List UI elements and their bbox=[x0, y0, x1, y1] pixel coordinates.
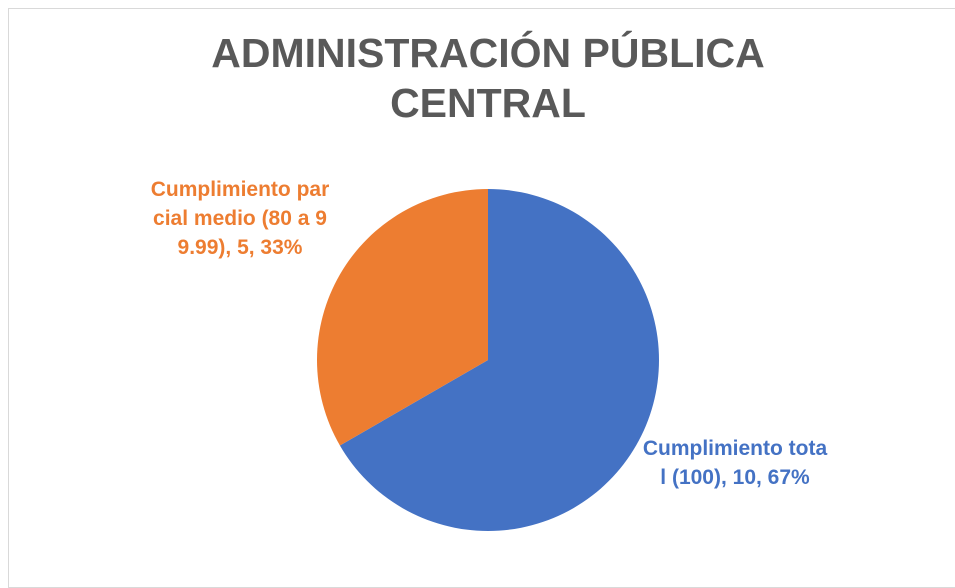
pie-slice bbox=[317, 189, 488, 446]
pie-slice bbox=[339, 189, 659, 531]
data-label: Cumplimiento parcial medio (80 a 99.99),… bbox=[150, 178, 330, 259]
data-label: Cumplimiento total (100), 10, 67% bbox=[642, 437, 828, 489]
chart-title: ADMINISTRACIÓN PÚBLICA CENTRAL bbox=[211, 30, 765, 126]
